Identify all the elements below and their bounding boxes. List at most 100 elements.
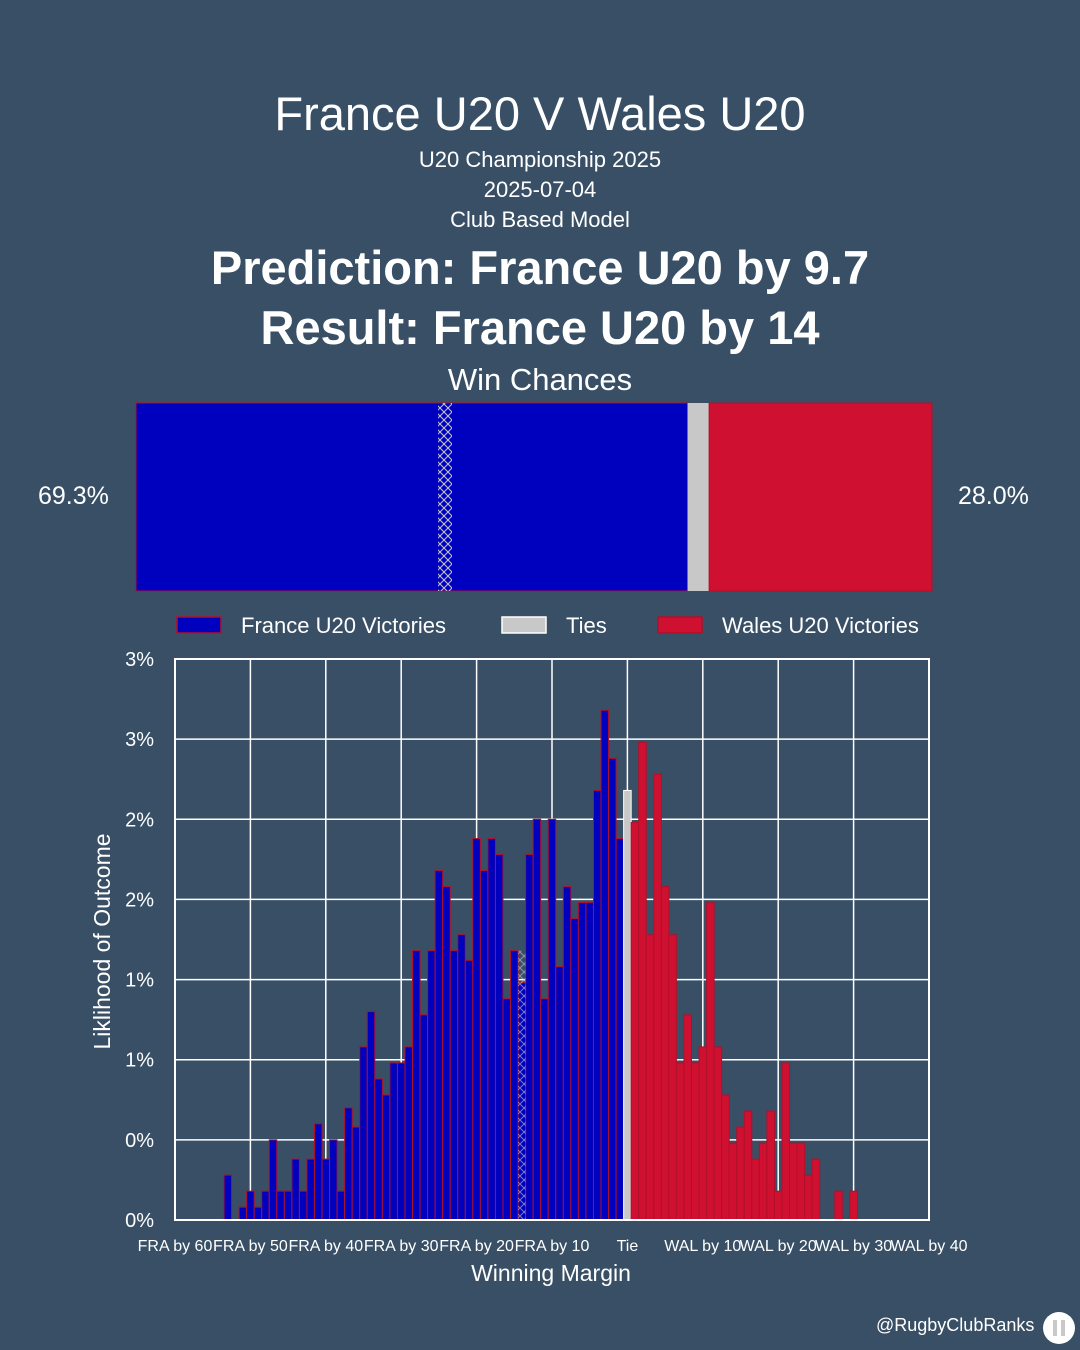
bar-0-34 (487, 838, 496, 1221)
bar-2-22 (796, 1142, 806, 1221)
x-tick-label-6: Tie (617, 1238, 639, 1255)
bar-2-16 (751, 1158, 760, 1221)
legend: France U20 Victories Ties Wales U20 Victor… (176, 613, 919, 638)
bar-0-51 (615, 838, 625, 1221)
legend-swatch-0 (176, 616, 222, 634)
prediction-text: Prediction: France U20 by 9.7 (210, 241, 870, 294)
bar-2-19 (773, 1190, 783, 1221)
x-tick-label-3: FRA by 30 (364, 1238, 439, 1255)
result-marker-win-bar (438, 403, 452, 591)
bar-0-1 (238, 1206, 248, 1221)
bar-2-18 (766, 1110, 775, 1221)
legend-label-2: Wales U20 Victories (722, 613, 919, 638)
y-tick-label-4: 2% (125, 889, 154, 911)
bar-0-30 (457, 934, 466, 1221)
bar-2-21 (789, 1142, 798, 1221)
home-win-segment (135, 402, 689, 592)
bar-0-7 (283, 1190, 293, 1221)
y-tick-label-1: 0% (125, 1130, 154, 1152)
bar-0-20 (381, 1094, 391, 1221)
legend-swatch-2 (657, 616, 703, 634)
bar-2-17 (758, 1142, 768, 1221)
bar-0-19 (374, 1078, 383, 1221)
bar-0-41 (540, 998, 549, 1221)
bar-0-12 (321, 1158, 331, 1221)
x-tick-label-4: FRA by 20 (439, 1238, 514, 1255)
result-marker-histogram (518, 950, 526, 1220)
bar-2-27 (834, 1190, 843, 1221)
bar-0-44 (562, 886, 572, 1221)
x-tick-label-7: WAL by 10 (664, 1238, 741, 1255)
bar-0-37 (510, 950, 519, 1221)
bar-0-4 (261, 1190, 270, 1221)
bar-0-33 (479, 870, 489, 1221)
x-tick-label-1: FRA by 50 (213, 1238, 288, 1255)
legend-label-1: Ties (566, 613, 607, 638)
bar-0-2 (246, 1190, 255, 1221)
bar-0-48 (592, 789, 602, 1221)
bar-2-14 (736, 1126, 745, 1221)
win-chances-bar (135, 402, 933, 592)
x-axis-label: Winning Margin (471, 1260, 631, 1286)
y-tick-label-3: 1% (125, 970, 154, 992)
bar-0-45 (570, 918, 579, 1221)
bar-0-35 (494, 854, 504, 1221)
bar-0-32 (472, 838, 481, 1221)
tie-segment (687, 403, 710, 591)
bar-2-3 (653, 773, 662, 1221)
bar-2-15 (743, 1110, 753, 1221)
bar-2-2 (645, 934, 655, 1221)
x-tick-label-2: FRA by 40 (288, 1238, 363, 1255)
bar-2-13 (728, 1142, 738, 1221)
bar-0-0 (223, 1174, 233, 1221)
twitter-handle[interactable]: @RugbyClubRanks (876, 1315, 1035, 1335)
bar-2-20 (781, 1062, 791, 1221)
home-win-percent: 69.3% (38, 482, 109, 510)
bar-0-27 (434, 870, 444, 1221)
legend-label-0: France U20 Victories (241, 613, 446, 638)
bar-0-26 (427, 950, 436, 1221)
bar-0-39 (525, 854, 534, 1221)
model-label: Club Based Model (450, 207, 630, 232)
bar-2-11 (713, 1046, 723, 1221)
bar-2-12 (721, 1094, 730, 1221)
bar-2-8 (690, 1062, 700, 1221)
bar-0-29 (449, 950, 459, 1221)
bar-0-8 (291, 1158, 300, 1221)
bar-2-6 (675, 1062, 685, 1221)
bar-0-22 (396, 1062, 406, 1221)
x-tick-label-8: WAL by 20 (740, 1238, 817, 1255)
bar-0-9 (298, 1190, 308, 1221)
bar-0-24 (412, 950, 421, 1221)
bar-2-10 (706, 902, 715, 1221)
bar-2-24 (811, 1158, 821, 1221)
bar-2-5 (668, 934, 677, 1221)
bar-0-49 (600, 709, 610, 1221)
bar-2-0 (630, 821, 640, 1221)
bar-0-46 (577, 902, 587, 1221)
x-tick-label-0: FRA by 60 (138, 1238, 213, 1255)
y-tick-label-0: 0% (125, 1210, 154, 1232)
bar-0-28 (442, 886, 451, 1221)
bar-0-21 (389, 1062, 398, 1221)
bar-0-23 (404, 1046, 414, 1221)
y-tick-label-2: 1% (125, 1050, 154, 1072)
legend-swatch-1 (501, 616, 547, 634)
match-date: 2025-07-04 (483, 177, 597, 202)
bar-0-25 (419, 1014, 429, 1221)
bar-2-4 (660, 886, 670, 1221)
bar-0-3 (253, 1206, 263, 1221)
y-tick-label-6: 3% (125, 729, 154, 751)
bar-0-43 (555, 966, 564, 1221)
bar-2-7 (683, 1014, 692, 1221)
rugby-posts-icon (1043, 1312, 1075, 1344)
bar-2-9 (698, 1046, 708, 1221)
bar-0-47 (585, 902, 594, 1221)
bar-0-42 (547, 818, 557, 1221)
bar-1-0 (623, 789, 632, 1221)
bar-2-1 (638, 741, 647, 1221)
bar-0-10 (306, 1158, 315, 1221)
bar-0-36 (502, 998, 512, 1221)
bar-0-5 (268, 1139, 278, 1221)
